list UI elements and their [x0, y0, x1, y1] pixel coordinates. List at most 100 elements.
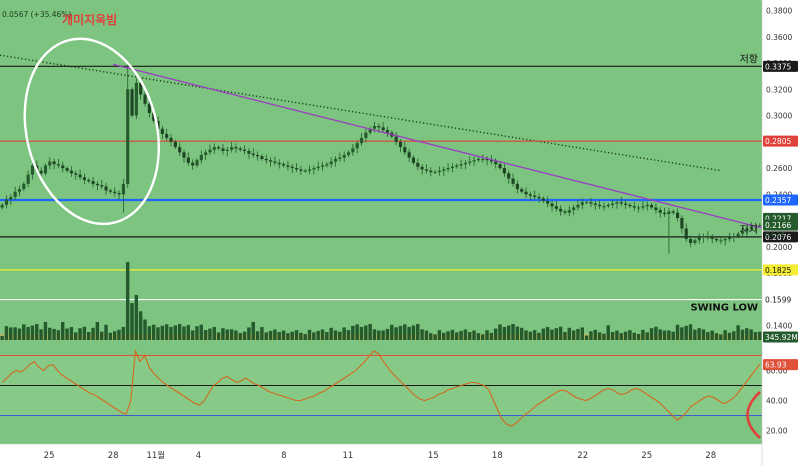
candle-body	[273, 161, 277, 163]
candle-body	[671, 211, 675, 213]
price-tick-label: 0.3200	[766, 85, 792, 94]
volume-bar	[740, 329, 745, 340]
candle-body	[48, 161, 52, 166]
volume-bar	[606, 325, 610, 340]
candle-body	[429, 170, 433, 173]
axis-badge-label: 0.2357	[765, 196, 791, 205]
candle-body	[611, 203, 615, 205]
volume-bar	[714, 333, 719, 340]
axis-badge-label: 63.93	[765, 361, 787, 370]
volume-bar	[13, 327, 17, 340]
volume-bar	[554, 328, 559, 340]
volume-bar	[377, 330, 381, 340]
axis-badge-label: 0.2076	[765, 233, 791, 242]
volume-bar	[610, 332, 615, 340]
axis-badges: 0.3375 0.2805 0.2357 0.2076 0.1825 0.1599 0.22…	[763, 60, 798, 371]
volume-bar	[467, 332, 472, 340]
volume-bar	[169, 326, 173, 340]
candle-body	[43, 165, 48, 174]
volume-bar	[268, 330, 273, 340]
candle-body	[645, 204, 649, 207]
volume-bar	[649, 328, 654, 340]
volume-bar	[645, 332, 649, 340]
volume-bar	[134, 294, 139, 340]
price-tick-label: 0.2600	[766, 164, 792, 173]
volume-bar	[597, 332, 602, 340]
volume-bar	[190, 330, 195, 340]
candle-body	[450, 166, 455, 169]
volume-bar	[329, 327, 333, 340]
candle-body	[520, 189, 524, 192]
volume-bar	[571, 330, 576, 340]
candle-body	[9, 196, 13, 200]
volume-bar	[346, 330, 351, 340]
volume-bar	[667, 330, 671, 340]
candle-body	[169, 137, 173, 142]
annotation-ellipse	[23, 37, 161, 226]
volume-bar	[502, 326, 507, 340]
volume-bar	[125, 262, 130, 340]
volume-bar	[532, 330, 537, 340]
volume-bar	[489, 332, 494, 340]
volume-bar	[290, 331, 294, 340]
volume-bar	[398, 325, 403, 340]
volume-bar	[688, 324, 693, 340]
axis-badge-label: 345.92M	[765, 333, 798, 342]
candle-body	[736, 233, 740, 237]
volume-bar	[411, 325, 416, 340]
volume-bar	[455, 332, 459, 340]
candle-body	[191, 162, 195, 166]
candle-body	[264, 158, 268, 161]
candle-body	[312, 168, 316, 170]
candle-body	[663, 212, 667, 215]
time-tick-label: 25	[44, 451, 55, 461]
candle-body	[567, 210, 571, 213]
candle-body	[697, 237, 701, 241]
time-tick-label: 28	[108, 451, 119, 461]
candle-body	[13, 191, 17, 197]
volume-bar	[320, 329, 325, 340]
candle-body	[732, 236, 736, 238]
candle-body	[147, 103, 151, 113]
volume-bar	[723, 330, 727, 340]
candle-body	[208, 149, 212, 153]
candle-body	[377, 126, 381, 128]
volume-bar	[95, 321, 100, 340]
candle-body	[282, 164, 286, 166]
candle-body	[182, 152, 186, 158]
candle-body	[87, 179, 91, 182]
volume-bar	[69, 327, 74, 340]
candle-body	[463, 162, 467, 165]
candle-body	[437, 170, 442, 173]
candle-body	[476, 158, 480, 161]
candle-body	[563, 211, 567, 213]
volume-bar	[658, 329, 662, 340]
time-tick-label: 15	[428, 451, 439, 461]
candle-body	[676, 212, 680, 218]
volume-bar	[56, 330, 61, 340]
candle-body	[320, 165, 325, 167]
volume-bar	[325, 332, 329, 340]
candle-body	[355, 143, 359, 149]
volume-bar	[753, 332, 758, 340]
volume-bar	[381, 330, 385, 340]
axis-badge-label: 0.1599	[765, 296, 791, 305]
candle-body	[658, 210, 662, 213]
candle-body	[515, 183, 519, 190]
volume-bar	[480, 334, 485, 340]
volume-bar	[35, 323, 39, 340]
trendline	[112, 63, 763, 229]
dotted-trendline	[0, 54, 722, 172]
time-tick-label: 11	[343, 451, 354, 461]
volume-bar	[636, 334, 641, 340]
candle-body	[359, 137, 364, 144]
candle-body	[684, 228, 688, 240]
volume-bar	[364, 325, 368, 340]
candle-body	[468, 161, 472, 163]
time-axis[interactable]: 25 28 11월 4 8 11 15 18 22 25 28	[44, 450, 717, 461]
volume-bar	[242, 331, 247, 340]
candle-body	[420, 166, 424, 170]
candle-body	[286, 165, 290, 167]
axis-badge-bg	[763, 60, 798, 72]
